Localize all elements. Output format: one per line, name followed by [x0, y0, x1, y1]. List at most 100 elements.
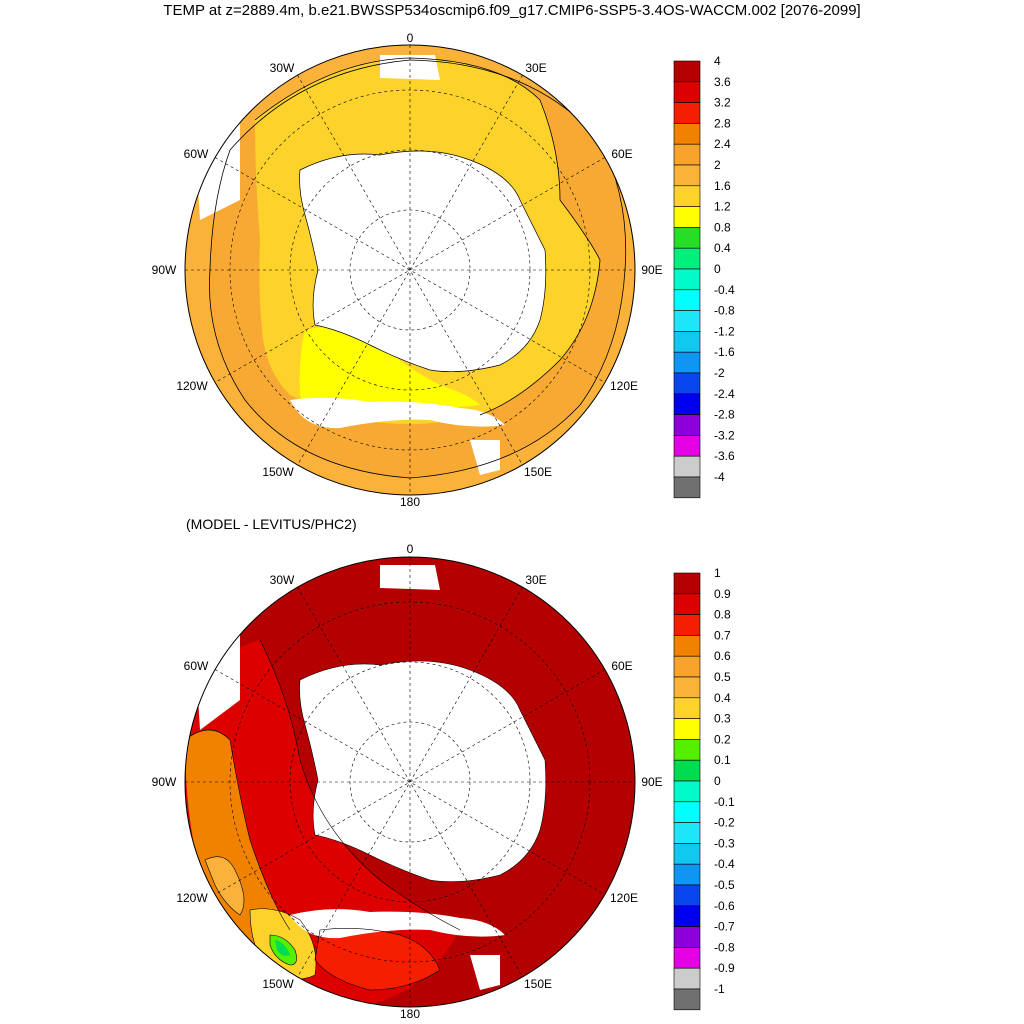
top-colorbar-label: 3.2 — [714, 96, 731, 110]
top-colorbar-swatch — [673, 268, 701, 291]
bottom-colorbar-label: 0.9 — [714, 587, 731, 601]
top-colorbar-swatch — [673, 455, 701, 478]
top-colorbar-label: 1.2 — [714, 200, 731, 214]
top-colorbar-swatch — [673, 247, 701, 270]
bottom-colorbar-swatch — [673, 822, 701, 844]
top-colorbar-label: -2.8 — [714, 408, 735, 422]
top-colorbar-label: -3.6 — [714, 449, 735, 463]
top-colorbar-swatch — [673, 60, 701, 83]
top-lon-0: 0 — [407, 31, 414, 45]
bottom-colorbar-label: -0.5 — [714, 878, 735, 892]
top-lon-60w: 60W — [184, 147, 209, 161]
top-antarctica — [299, 151, 546, 372]
bottom-colorbar-label: -0.3 — [714, 836, 735, 850]
top-colorbar-label: -1.2 — [714, 324, 735, 338]
bottom-lon-30e: 30E — [525, 573, 546, 587]
bottom-lon-60e: 60E — [611, 659, 632, 673]
bottom-colorbar-label: 0 — [714, 774, 721, 788]
top-colorbar-swatch — [673, 81, 701, 103]
bottom-colorbar-label: 0.3 — [714, 712, 731, 726]
top-colorbar-swatch — [673, 206, 701, 228]
top-lon-30w: 30W — [270, 61, 295, 75]
bottom-colorbar-label: 0.6 — [714, 649, 731, 663]
bottom-colorbar-swatch — [673, 635, 701, 657]
bottom-colorbar-swatch — [673, 572, 701, 595]
top-colorbar-label: 2.8 — [714, 116, 731, 130]
bottom-lon-60w: 60W — [184, 659, 209, 673]
bottom-map-panel — [184, 556, 636, 1008]
bottom-antarctica — [299, 661, 546, 882]
bottom-colorbar-label: -0.2 — [714, 816, 735, 830]
top-colorbar-label: 2.4 — [714, 137, 731, 151]
top-colorbar-label: -0.8 — [714, 304, 735, 318]
top-colorbar-swatch — [673, 143, 701, 166]
top-colorbar-label: -3.2 — [714, 428, 735, 442]
top-colorbar-swatch — [673, 227, 701, 249]
bottom-lon-120w: 120W — [176, 891, 208, 905]
bottom-lon-labels: 0 30E 60E 90E 120E 150E 180 150W 120W 90… — [152, 542, 663, 1021]
top-colorbar-swatch — [673, 102, 701, 124]
bottom-colorbar-swatch — [673, 843, 701, 865]
top-colorbar-swatch — [673, 123, 701, 145]
bottom-colorbar-swatch — [673, 780, 701, 803]
top-colorbar-swatch — [673, 185, 701, 207]
top-graticule — [185, 45, 635, 495]
bottom-colorbar-swatch — [673, 801, 701, 823]
top-colorbar-label: 0.4 — [714, 241, 731, 255]
bottom-lon-0: 0 — [407, 542, 414, 556]
bottom-colorbar-swatch — [673, 739, 701, 761]
bottom-field-orange — [185, 730, 290, 948]
panel-subtitle: (MODEL - LEVITUS/PHC2) — [186, 516, 357, 532]
bottom-colorbar-swatch — [673, 697, 701, 719]
top-map-border — [184, 44, 636, 496]
top-colorbar-swatch — [673, 435, 701, 457]
top-colorbar-label: 0.8 — [714, 220, 731, 234]
top-colorbar-swatch — [673, 331, 701, 353]
bottom-colorbar-swatch — [673, 863, 701, 886]
top-colorbar-swatch — [673, 310, 701, 332]
bottom-colorbar-swatch — [673, 967, 701, 990]
bottom-colorbar-swatch — [673, 926, 701, 948]
bottom-lon-120e: 120E — [610, 891, 638, 905]
bottom-graticule — [185, 557, 635, 1007]
bottom-colorbar-label: 0.2 — [714, 732, 731, 746]
bottom-colorbar-swatch — [673, 718, 701, 740]
top-lon-150w: 150W — [262, 465, 294, 479]
top-colorbar-swatch — [673, 372, 701, 395]
bottom-colorbar-label: 0.4 — [714, 691, 731, 705]
bottom-colorbar-swatch — [673, 947, 701, 969]
top-lon-90e: 90E — [641, 263, 662, 277]
top-colorbar: 4 3.6 3.2 2.8 2.4 2 1.6 1.2 0.8 0.4 0 -0.4 -0.8 -1.2 -… — [673, 54, 735, 499]
top-colorbar-swatch — [673, 393, 701, 415]
bottom-lon-150w: 150W — [262, 977, 294, 991]
bottom-colorbar-swatch — [673, 905, 701, 927]
top-colorbar-swatch — [673, 289, 701, 311]
bottom-colorbar-label: -0.4 — [714, 857, 735, 871]
bottom-colorbar-label: -0.7 — [714, 920, 735, 934]
top-field-yellow — [299, 327, 480, 420]
top-colorbar-swatch — [673, 164, 701, 187]
bottom-map-border — [184, 556, 636, 1008]
top-colorbar-label: 3.6 — [714, 75, 731, 89]
top-colorbar-label: -2 — [714, 366, 725, 380]
top-lon-90w: 90W — [152, 263, 177, 277]
top-colorbar-swatch — [673, 351, 701, 374]
top-lon-labels: 0 30E 60E 90E 120E 150E 180 150W 120W 90… — [152, 31, 663, 509]
top-lon-180: 180 — [400, 495, 420, 509]
top-colorbar-label: 2 — [714, 158, 721, 172]
bottom-colorbar-label: -0.8 — [714, 940, 735, 954]
bottom-colorbar-swatch — [673, 593, 701, 615]
bottom-colorbar-swatch — [673, 988, 701, 1011]
bottom-colorbar-swatch — [673, 884, 701, 907]
top-colorbar-label: 1.6 — [714, 179, 731, 193]
top-map-panel — [184, 44, 636, 496]
bottom-lon-90w: 90W — [152, 775, 177, 789]
top-lon-120w: 120W — [176, 379, 208, 393]
top-colorbar-label: -2.4 — [714, 387, 735, 401]
top-colorbar-label: -4 — [714, 470, 725, 484]
bottom-colorbar-swatch — [673, 759, 701, 782]
bottom-lon-150e: 150E — [524, 977, 552, 991]
bottom-colorbar: 1 0.9 0.8 0.7 0.6 0.5 0.4 0.3 0.2 0.1 0 -0.1 -0.2 -0.… — [673, 566, 735, 1011]
top-colorbar-label: 0 — [714, 262, 721, 276]
